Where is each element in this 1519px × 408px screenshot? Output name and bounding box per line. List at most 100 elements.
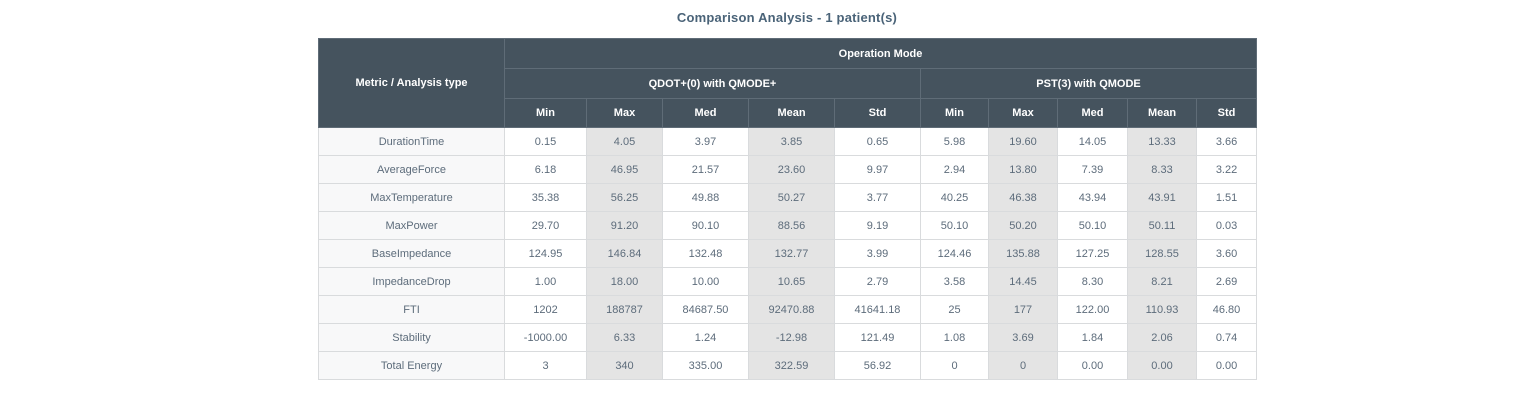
- group-header-pst: PST(3) with QMODE: [919, 68, 1258, 99]
- header-row-operation-mode: Metric / Analysis type Operation Mode: [318, 38, 1258, 128]
- stat-header-qdot-std: Std: [834, 98, 921, 128]
- table-cell: 122.00: [1057, 295, 1128, 324]
- metric-cell: MaxTemperature: [318, 183, 505, 212]
- table-cell: 0.15: [504, 127, 587, 156]
- table-cell: 91.20: [586, 211, 663, 240]
- table-row: MaxPower 29.70 91.20 90.10 88.56 9.19 50…: [318, 211, 1258, 240]
- table-cell: 340: [586, 351, 663, 380]
- table-cell: 23.60: [748, 155, 835, 184]
- table-cell: 0.03: [1195, 211, 1258, 240]
- table-cell: 49.88: [662, 183, 749, 212]
- table-cell: 88.56: [748, 211, 835, 240]
- table-cell: 90.10: [662, 211, 749, 240]
- metric-cell: ImpedanceDrop: [318, 267, 505, 296]
- table-cell: 3.69: [988, 323, 1058, 352]
- table-cell: 35.38: [504, 183, 587, 212]
- table-cell: 40.25: [920, 183, 989, 212]
- group-header-qdot: QDOT+(0) with QMODE+: [504, 68, 921, 99]
- table-cell: 50.20: [988, 211, 1058, 240]
- table-cell: 3.97: [662, 127, 749, 156]
- table-cell: 0.00: [1127, 351, 1197, 380]
- metric-cell: Total Energy: [318, 351, 505, 380]
- page-title: Comparison Analysis - 1 patient(s): [676, 10, 898, 25]
- table-cell: 21.57: [662, 155, 749, 184]
- table-cell: 3: [504, 351, 587, 380]
- table-cell: 124.95: [504, 239, 587, 268]
- table-cell: 1.51: [1195, 183, 1258, 212]
- table-cell: 43.91: [1127, 183, 1197, 212]
- table-cell: 50.11: [1127, 211, 1197, 240]
- table-cell: 29.70: [504, 211, 587, 240]
- table-row: BaseImpedance 124.95 146.84 132.48 132.7…: [318, 239, 1258, 268]
- table-cell: 2.06: [1127, 323, 1197, 352]
- table-cell: 9.97: [834, 155, 921, 184]
- table-cell: 335.00: [662, 351, 749, 380]
- table-cell: 84687.50: [662, 295, 749, 324]
- table-cell: 0.65: [834, 127, 921, 156]
- table-cell: 3.66: [1195, 127, 1258, 156]
- metric-cell: Stability: [318, 323, 505, 352]
- table-cell: 50.27: [748, 183, 835, 212]
- table-cell: 132.77: [748, 239, 835, 268]
- table-cell: 110.93: [1127, 295, 1197, 324]
- stat-header-pst-mean: Mean: [1127, 98, 1197, 128]
- table-row: MaxTemperature 35.38 56.25 49.88 50.27 3…: [318, 183, 1258, 212]
- table-row: DurationTime 0.15 4.05 3.97 3.85 0.65 5.…: [318, 127, 1258, 156]
- table-cell: 124.46: [920, 239, 989, 268]
- table-cell: 188787: [586, 295, 663, 324]
- comparison-table: Metric / Analysis type Operation Mode QD…: [318, 38, 1258, 380]
- table-cell: 8.33: [1127, 155, 1197, 184]
- table-cell: 7.39: [1057, 155, 1128, 184]
- table-row: ImpedanceDrop 1.00 18.00 10.00 10.65 2.7…: [318, 267, 1258, 296]
- table-cell: 2.94: [920, 155, 989, 184]
- table-cell: 10.00: [662, 267, 749, 296]
- stat-header-qdot-mean: Mean: [748, 98, 835, 128]
- stat-header-qdot-min: Min: [504, 98, 587, 128]
- table-cell: 2.79: [834, 267, 921, 296]
- table-cell: 121.49: [834, 323, 921, 352]
- metric-cell: DurationTime: [318, 127, 505, 156]
- header-row-stats: Min Max Med Mean Std Min Max Med Mean St…: [319, 98, 1258, 128]
- comparison-analysis-panel: Comparison Analysis - 1 patient(s) Metri…: [318, 0, 1258, 380]
- table-cell: -12.98: [748, 323, 835, 352]
- table-cell: 10.65: [748, 267, 835, 296]
- table-cell: 50.10: [1057, 211, 1128, 240]
- table-cell: 322.59: [748, 351, 835, 380]
- table-row: Stability -1000.00 6.33 1.24 -12.98 121.…: [318, 323, 1258, 352]
- table-cell: 3.99: [834, 239, 921, 268]
- table-row: Total Energy 3 340 335.00 322.59 56.92 0…: [318, 351, 1258, 380]
- table-cell: 13.80: [988, 155, 1058, 184]
- table-cell: 14.05: [1057, 127, 1128, 156]
- table-cell: 146.84: [586, 239, 663, 268]
- table-cell: 4.05: [586, 127, 663, 156]
- metric-cell: AverageForce: [318, 155, 505, 184]
- table-cell: 0.74: [1195, 323, 1258, 352]
- table-cell: 3.77: [834, 183, 921, 212]
- table-cell: 3.85: [748, 127, 835, 156]
- table-cell: 135.88: [988, 239, 1058, 268]
- table-cell: 1.08: [920, 323, 989, 352]
- table-cell: 0: [920, 351, 989, 380]
- table-cell: 19.60: [988, 127, 1058, 156]
- stat-header-pst-min: Min: [920, 98, 989, 128]
- stat-header-pst-max: Max: [988, 98, 1058, 128]
- table-cell: -1000.00: [504, 323, 587, 352]
- corner-header-cell: Metric / Analysis type: [318, 38, 505, 128]
- table-cell: 14.45: [988, 267, 1058, 296]
- table-cell: 3.60: [1195, 239, 1258, 268]
- table-row: AverageForce 6.18 46.95 21.57 23.60 9.97…: [318, 155, 1258, 184]
- table-row: FTI 1202 188787 84687.50 92470.88 41641.…: [318, 295, 1258, 324]
- metric-cell: FTI: [318, 295, 505, 324]
- table-cell: 6.33: [586, 323, 663, 352]
- table-cell: 92470.88: [748, 295, 835, 324]
- table-cell: 127.25: [1057, 239, 1128, 268]
- table-cell: 1.24: [662, 323, 749, 352]
- header-row-groups: QDOT+(0) with QMODE+ PST(3) with QMODE: [319, 68, 1258, 99]
- table-cell: 18.00: [586, 267, 663, 296]
- table-cell: 9.19: [834, 211, 921, 240]
- table-cell: 3.58: [920, 267, 989, 296]
- table-cell: 46.95: [586, 155, 663, 184]
- table-cell: 8.30: [1057, 267, 1128, 296]
- table-cell: 25: [920, 295, 989, 324]
- metric-cell: BaseImpedance: [318, 239, 505, 268]
